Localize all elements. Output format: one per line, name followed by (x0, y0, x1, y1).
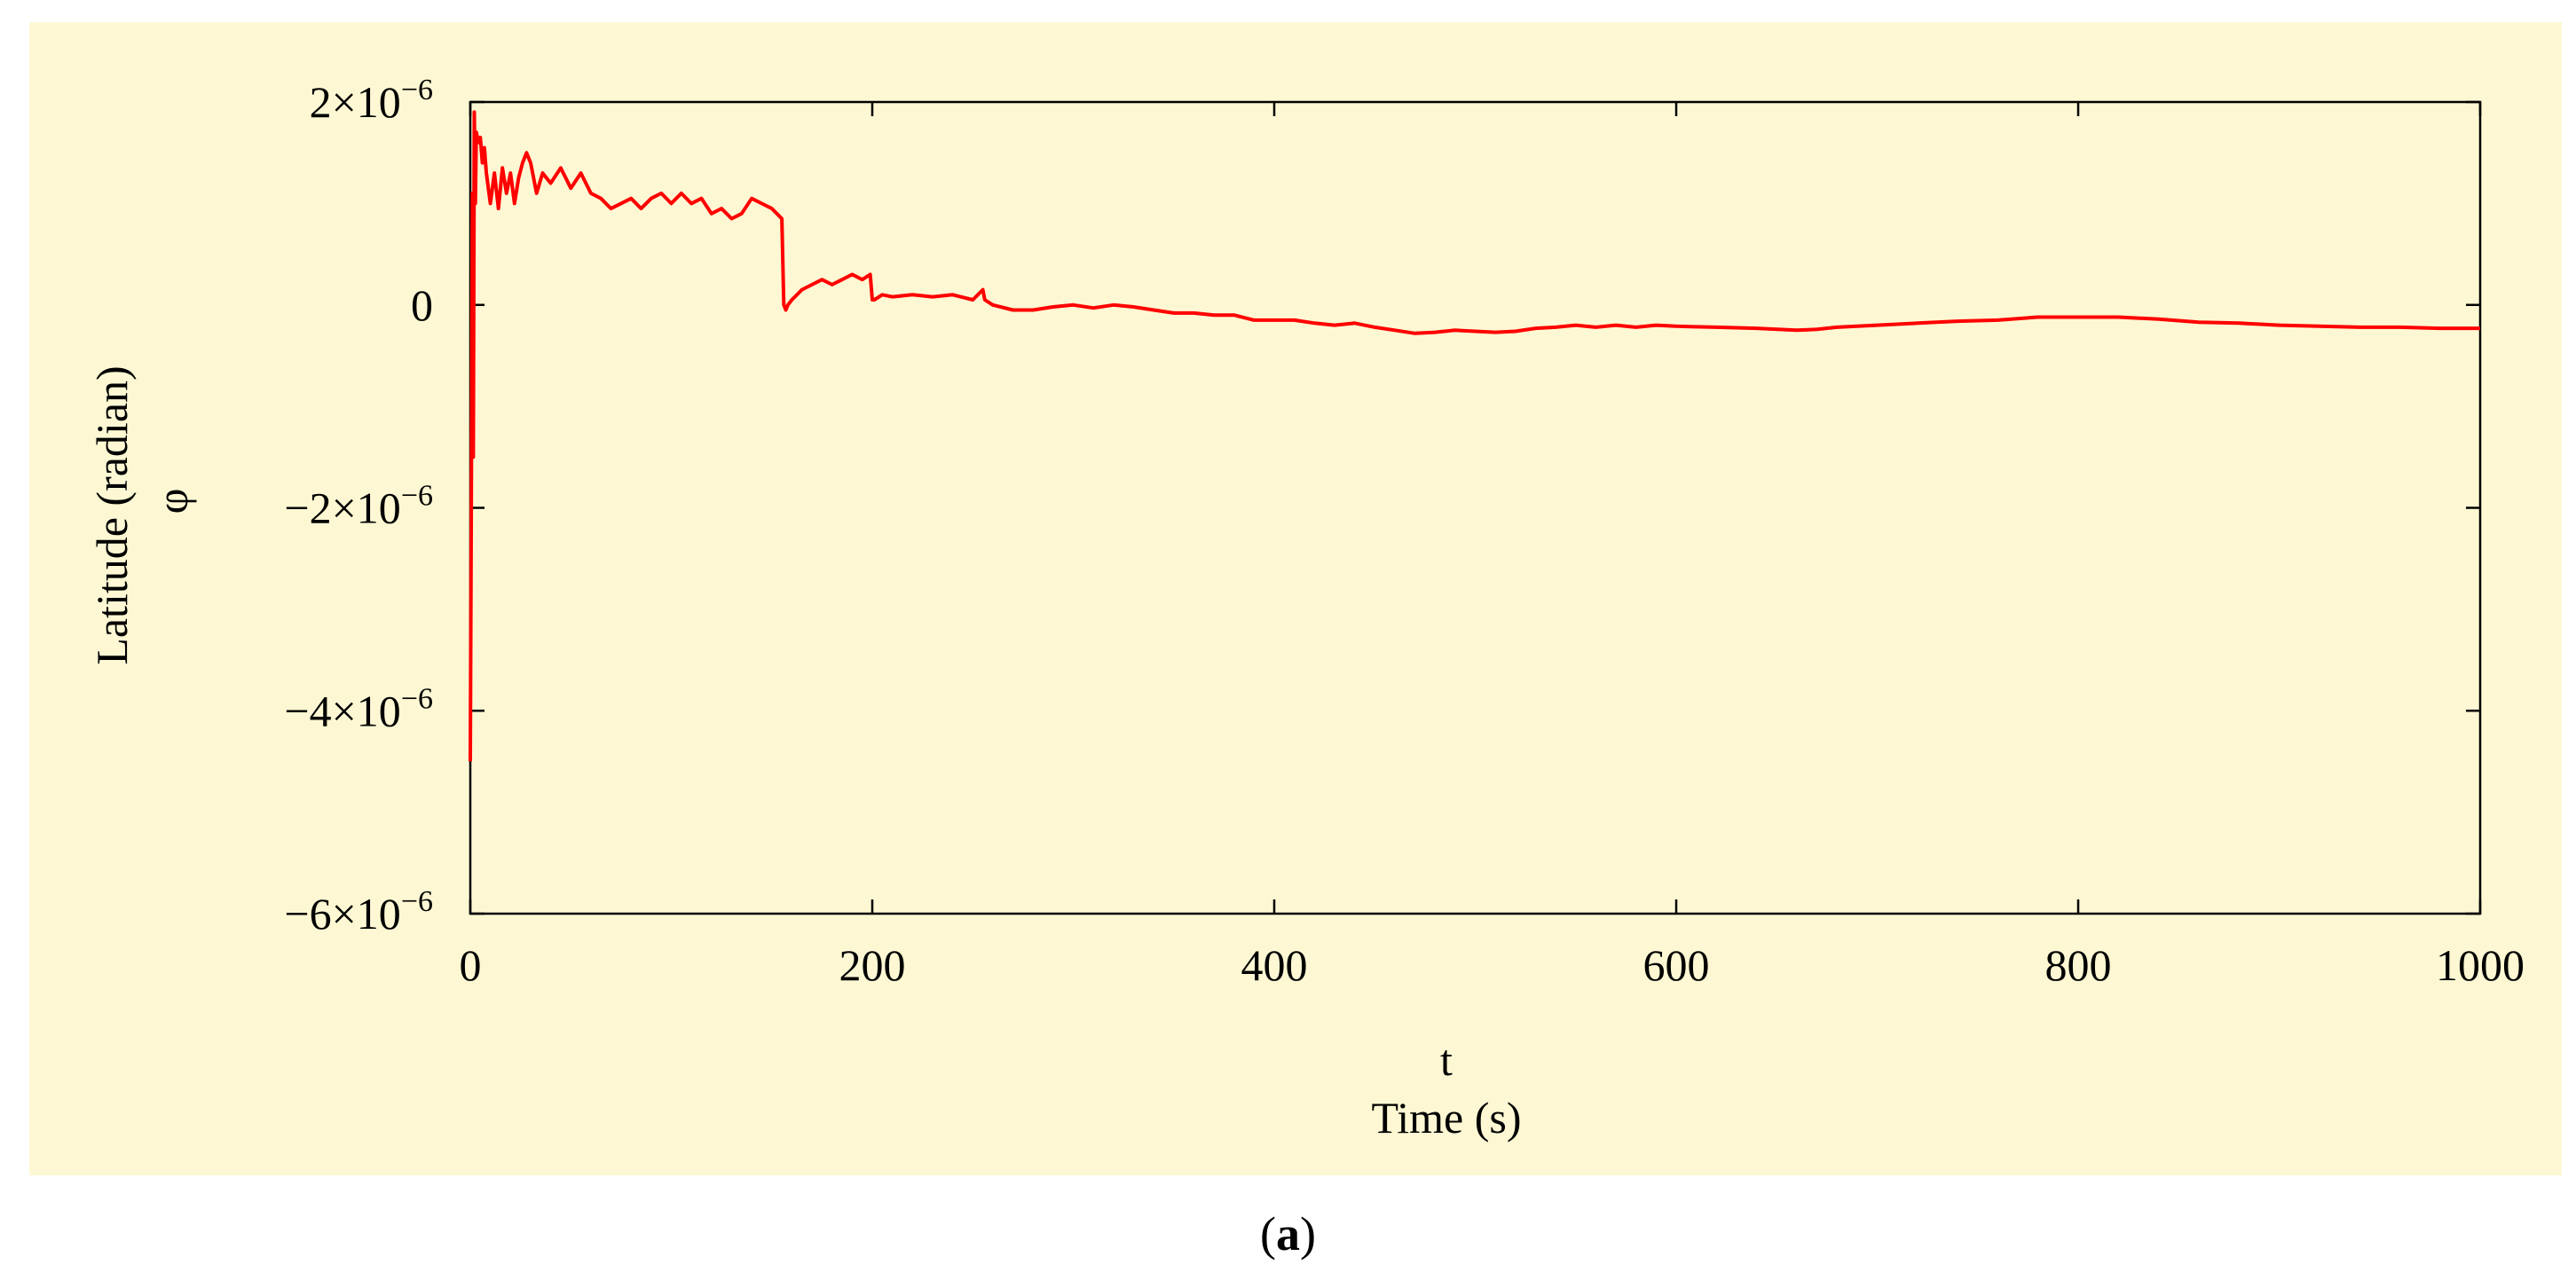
figure-caption: (a) (0, 1206, 2576, 1261)
x-tick-label: 600 (1643, 940, 1710, 990)
x-tick-label: 0 (460, 940, 482, 990)
caption-open: ( (1260, 1207, 1276, 1260)
y-tick-label: −2×10−6 (284, 480, 433, 533)
x-tick-label: 400 (1241, 940, 1308, 990)
latitude-series-line (469, 110, 2480, 762)
plot-frame (469, 100, 2482, 915)
y-tick-label: −4×10−6 (284, 682, 433, 735)
x-tick-label: 200 (839, 940, 906, 990)
y-tick-label: 2×10−6 (310, 74, 433, 127)
caption-letter: a (1276, 1207, 1300, 1260)
y-axis-label: Latitude (radian) (87, 365, 137, 664)
plot-area: 0 200 400 600 800 1000 −6×10−6 −4×10−6 −2×10−6 0 2… (284, 74, 2525, 990)
latitude-chart: 0 200 400 600 800 1000 −6×10−6 −4×10−6 −2×10−6 0 2… (87, 74, 2525, 1143)
x-tick-label: 1000 (2436, 940, 2525, 990)
chart-panel: 0 200 400 600 800 1000 −6×10−6 −4×10−6 −2×10−6 0 2… (29, 22, 2562, 1175)
x-axis-symbol: t (1440, 1035, 1453, 1085)
y-axis-symbol: φ (147, 489, 197, 514)
x-axis-label: Time (s) (1371, 1093, 1521, 1143)
y-tick-label: 0 (411, 280, 433, 330)
x-tick-label: 800 (2045, 940, 2112, 990)
y-tick-label: −6×10−6 (284, 885, 433, 938)
caption-close: ) (1300, 1207, 1316, 1260)
